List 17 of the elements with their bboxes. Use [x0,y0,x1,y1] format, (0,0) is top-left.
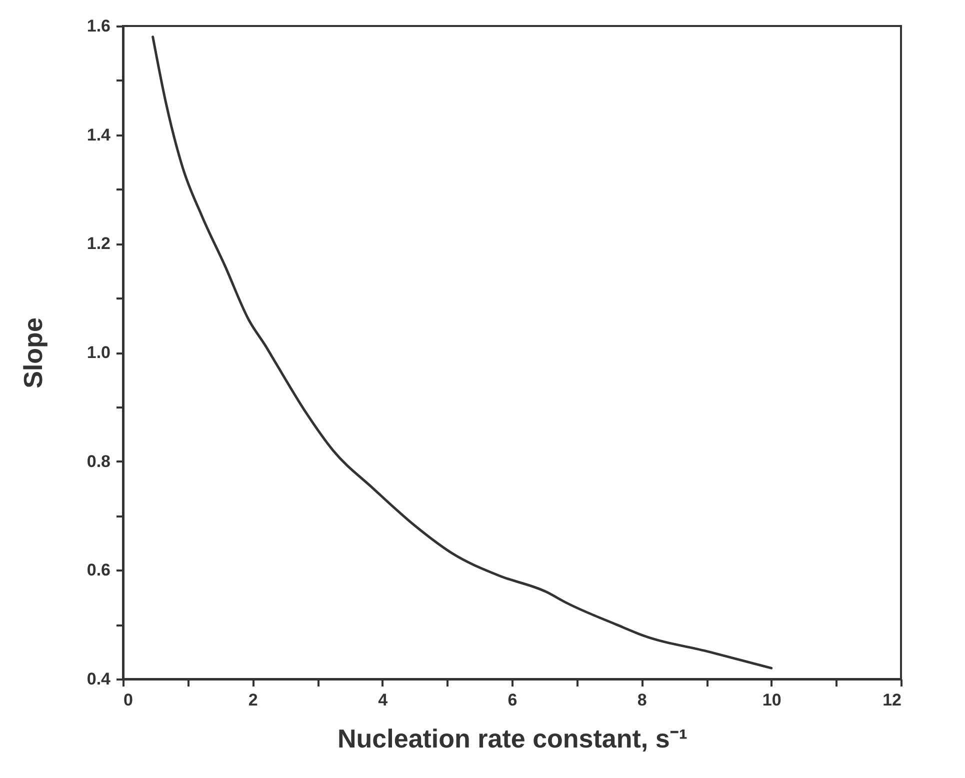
x-tick-label: 12 [882,690,902,710]
x-tick-label: 4 [378,690,388,710]
y-tick-label: 1.4 [86,125,112,144]
y-tick-label: 1.0 [86,343,110,362]
y-tick-label: 0.4 [86,670,112,688]
x-axis-title: Nucleation rate constant, s⁻¹ [338,724,688,754]
y-axis-title: Slope [18,318,48,388]
x-tick-label: 8 [637,690,647,710]
x-tick-label: 2 [248,690,258,710]
y-tick-label: 0.6 [86,560,110,580]
y-tick-label: 1.6 [86,16,110,36]
x-tick-label: 0 [124,690,133,710]
x-tick-label: 10 [762,690,782,710]
y-tick-label: 1.2 [86,234,110,254]
y-tick-label: 0.8 [86,452,110,471]
line-series [152,36,773,670]
x-tick-label: 6 [508,690,518,710]
